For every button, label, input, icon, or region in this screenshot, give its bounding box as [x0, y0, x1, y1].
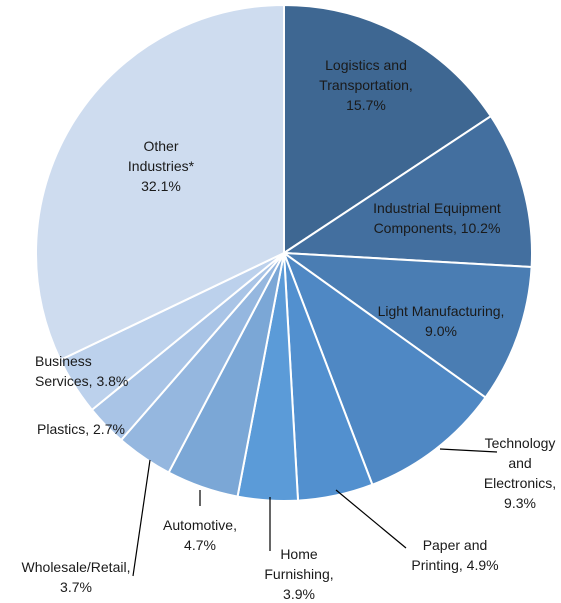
- pie-slice-technology-and-electronics: [281, 250, 487, 487]
- slice-label-line: Business: [35, 353, 92, 369]
- slice-label: Wholesale/Retail, 3.7%: [22, 559, 131, 595]
- slice-label-line: 3.7%: [60, 579, 92, 595]
- pie-slices: [35, 3, 533, 502]
- slice-label: Other Industries* 32.1%: [128, 138, 195, 194]
- slice-label: Paper and Printing, 4.9%: [411, 537, 498, 573]
- slice-label-line: and: [508, 455, 531, 471]
- leader-line: [335, 489, 407, 549]
- slice-label-line: Automotive,: [163, 517, 237, 533]
- slice-label-line: 32.1%: [141, 178, 181, 194]
- slice-label-line: Industries*: [128, 158, 195, 174]
- pie-slice-other-industries: [35, 3, 285, 362]
- slice-labels: Logistics and Transportation, 15.7% Industr…: [22, 57, 557, 602]
- slice-label-line: 9.3%: [504, 495, 536, 511]
- slice-label: Logistics and Transportation, 15.7%: [319, 57, 413, 113]
- slice-label-line: Plastics, 2.7%: [37, 421, 125, 437]
- slice-label-line: Printing, 4.9%: [411, 557, 498, 573]
- slice-label-line: Transportation,: [319, 77, 413, 93]
- leader-lines: [132, 448, 498, 577]
- slice-label-line: 4.7%: [184, 537, 216, 553]
- slice-label-line: Services, 3.8%: [35, 373, 128, 389]
- leader-line: [439, 448, 498, 453]
- pie-slice-logistics-and-transportation: [283, 3, 493, 255]
- slice-label-line: Wholesale/Retail,: [22, 559, 131, 575]
- slice-label-line: Light Manufacturing,: [378, 303, 505, 319]
- slice-label: Light Manufacturing, 9.0%: [378, 303, 505, 339]
- slice-label-line: Components, 10.2%: [374, 220, 501, 236]
- slice-label: Business Services, 3.8%: [35, 353, 128, 389]
- slice-label-line: Paper and: [423, 537, 488, 553]
- slice-label: Automotive, 4.7%: [163, 517, 237, 553]
- pie-slice-industrial-equipment-components: [280, 114, 533, 269]
- slice-label-line: Home: [280, 546, 318, 562]
- slice-label-line: 15.7%: [346, 97, 386, 113]
- pie-slice-light-manufacturing: [280, 251, 533, 399]
- slice-label-line: Electronics,: [484, 475, 556, 491]
- slice-label: Technology and Electronics, 9.3%: [484, 435, 556, 511]
- slice-label: Plastics, 2.7%: [37, 421, 125, 437]
- leader-line: [132, 459, 151, 577]
- slice-label-line: 9.0%: [425, 323, 457, 339]
- slice-label-line: Logistics and: [325, 57, 407, 73]
- slice-label: Industrial Equipment Components, 10.2%: [373, 200, 501, 236]
- slice-label-line: Industrial Equipment: [373, 200, 501, 216]
- slice-label-line: Furnishing,: [264, 566, 333, 582]
- slice-label: Home Furnishing, 3.9%: [264, 546, 333, 602]
- slice-label-line: Technology: [485, 435, 556, 451]
- slice-label-line: 3.9%: [283, 586, 315, 602]
- slice-label-line: Other: [143, 138, 178, 154]
